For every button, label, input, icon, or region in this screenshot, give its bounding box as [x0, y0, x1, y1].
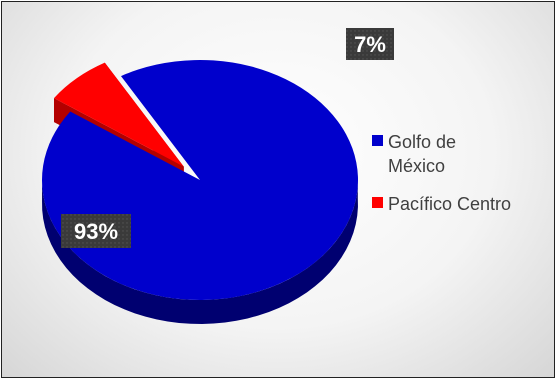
- pie-slice-pacifico-centro: [54, 62, 184, 167]
- data-label-1: 7%: [354, 32, 386, 57]
- legend-swatch-pacifico-centro: [372, 197, 383, 208]
- legend-item-golfo-de-mexico: Golfo de México: [372, 130, 547, 178]
- legend-swatch-golfo-de-mexico: [372, 135, 383, 146]
- legend: Golfo de México Pacífico Centro: [372, 130, 547, 230]
- data-label-box-1: [346, 28, 394, 60]
- legend-label-golfo-line1: Golfo de: [388, 132, 457, 152]
- pie-slice-side-0: [42, 174, 358, 324]
- data-label-box-0: [61, 214, 131, 248]
- legend-label-pacifico-centro: Pacífico Centro: [388, 194, 512, 214]
- data-label-0: 93%: [74, 219, 118, 244]
- legend-item-pacifico-centro: Pacífico Centro: [372, 192, 547, 216]
- legend-label-golfo-line2: México: [388, 156, 446, 176]
